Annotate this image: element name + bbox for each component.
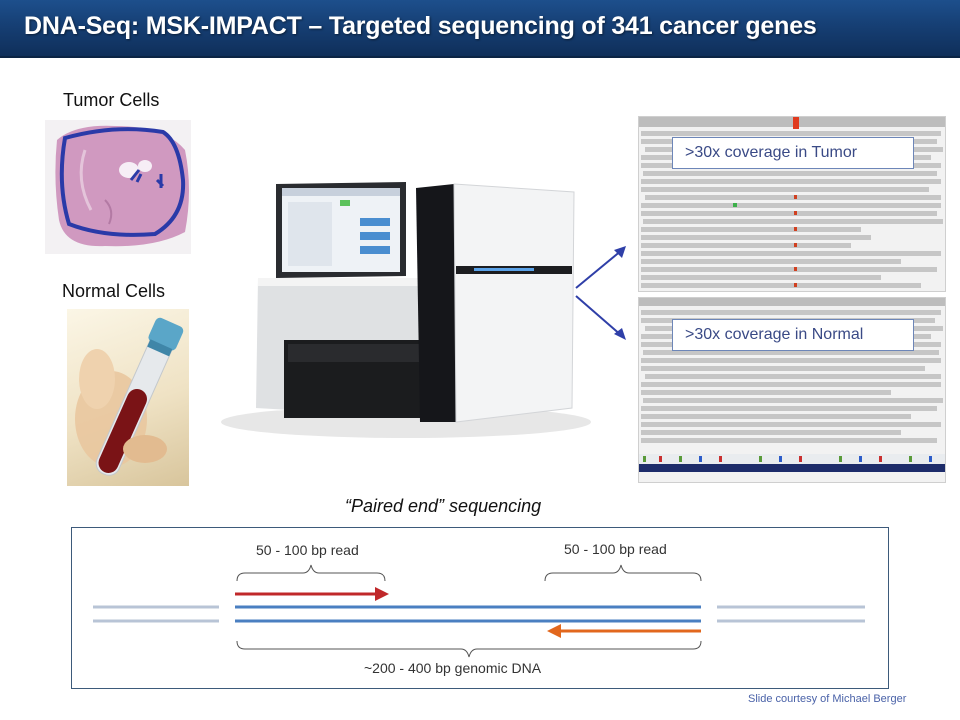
slide-title: DNA-Seq: MSK-IMPACT – Targeted sequencin…: [24, 12, 817, 40]
tumor-tissue-image: [45, 120, 191, 254]
tumor-coverage-callout: >30x coverage in Tumor: [672, 137, 914, 169]
output-arrows: [575, 246, 626, 340]
tumor-cells-label: Tumor Cells: [63, 90, 160, 110]
left-read-label: 50 - 100 bp read: [256, 542, 359, 558]
paired-end-diagram: [71, 527, 889, 689]
normal-coverage-callout: >30x coverage in Normal: [672, 319, 914, 351]
paired-end-graphic: [93, 564, 865, 658]
slide-credit: Slide courtesy of Michael Berger: [748, 693, 907, 705]
paired-end-title: “Paired end” sequencing: [345, 496, 542, 516]
genomic-dna-label: ~200 - 400 bp genomic DNA: [364, 660, 542, 676]
normal-cells-label: Normal Cells: [62, 281, 166, 301]
title-bar: [0, 0, 960, 58]
right-read-label: 50 - 100 bp read: [564, 541, 667, 557]
blood-tube-image: [67, 309, 189, 486]
sequencer-image: [216, 178, 606, 440]
